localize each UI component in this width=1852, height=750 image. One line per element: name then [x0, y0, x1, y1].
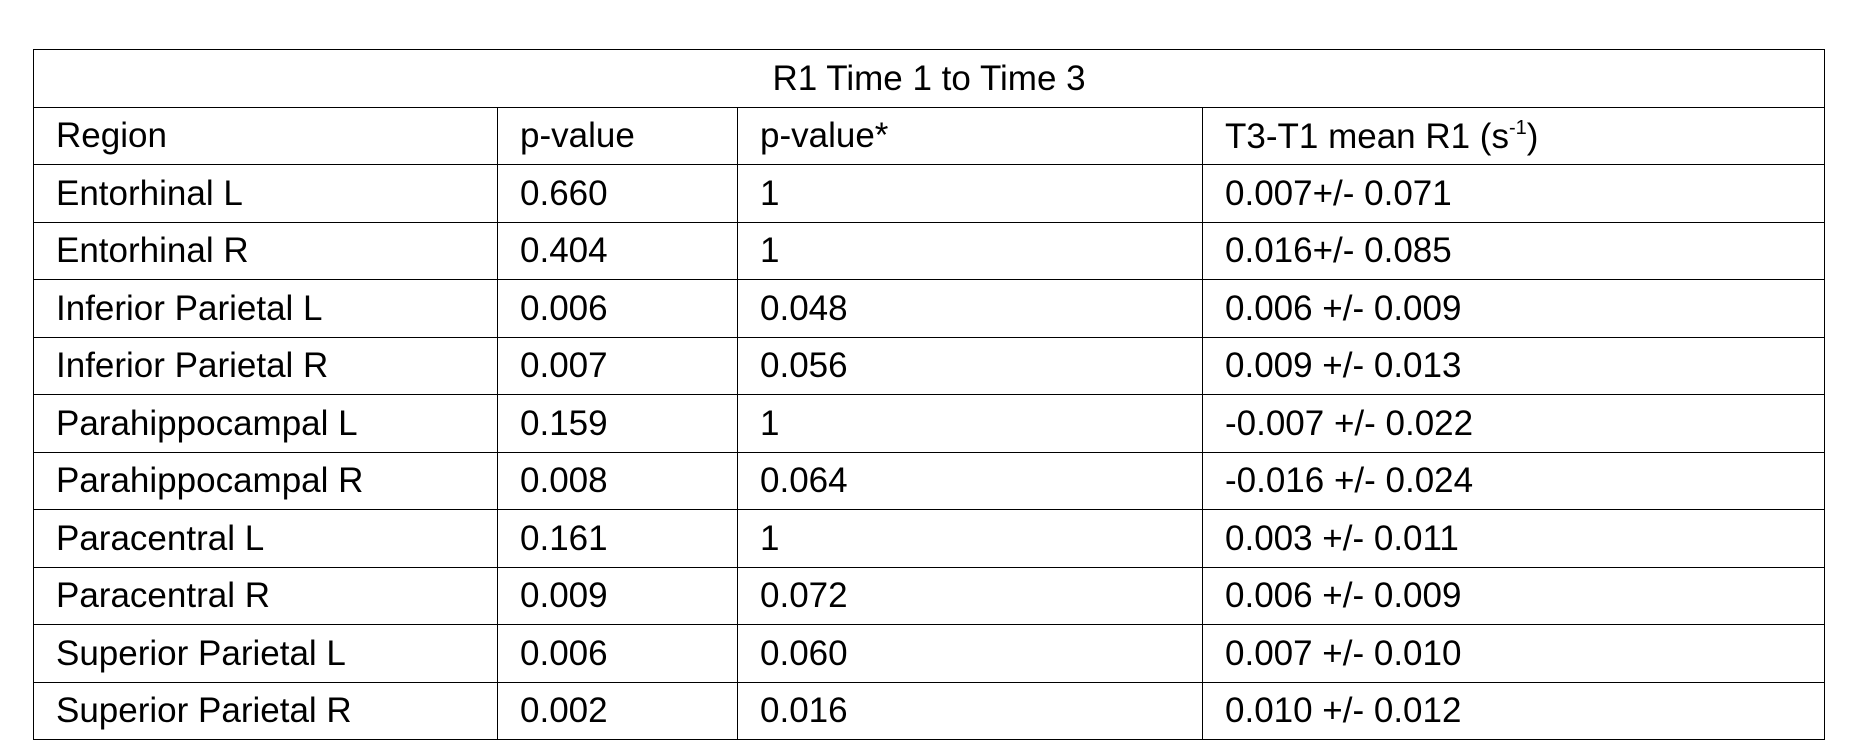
region-cell: Entorhinal R	[33, 221, 498, 280]
value-cell: 1	[737, 509, 1203, 568]
region-cell: Paracentral R	[33, 566, 498, 625]
value-cell: 0.007 +/- 0.010	[1201, 624, 1826, 683]
region-cell: Parahippocampal L	[33, 394, 498, 453]
header-cell: p-value*	[737, 106, 1203, 165]
table-title: R1 Time 1 to Time 3	[32, 49, 1826, 108]
region-cell: Inferior Parietal R	[33, 336, 498, 395]
region-cell: Superior Parietal L	[33, 624, 498, 683]
value-cell: 0.404	[497, 221, 738, 280]
value-cell: 0.003 +/- 0.011	[1201, 509, 1826, 568]
region-cell: Entorhinal L	[33, 164, 498, 223]
value-cell: 0.016+/- 0.085	[1201, 221, 1826, 280]
header-cell: Region	[33, 106, 498, 165]
value-cell: 0.048	[737, 279, 1203, 338]
title-row: R1 Time 1 to Time 3	[32, 49, 1826, 108]
value-cell: 1	[737, 221, 1203, 280]
value-cell: -0.016 +/- 0.024	[1201, 451, 1826, 510]
data-row: Parahippocampal L 0.159 1 -0.007 +/- 0.022	[33, 394, 1826, 453]
value-cell: 0.072	[737, 566, 1203, 625]
value-cell: 0.016	[737, 681, 1203, 740]
region-cell: Superior Parietal R	[33, 681, 498, 740]
value-cell: 0.161	[497, 509, 738, 568]
value-cell: 0.006 +/- 0.009	[1201, 566, 1826, 625]
results-table: R1 Time 1 to Time 3 Region p-value p-value*…	[32, 49, 1826, 740]
value-cell: 0.064	[737, 451, 1203, 510]
data-row: Paracentral L 0.161 1 0.003 +/- 0.011	[33, 509, 1826, 568]
header-text: )	[1526, 116, 1539, 156]
value-cell: 0.006	[497, 624, 738, 683]
region-cell: Parahippocampal R	[33, 451, 498, 510]
header-cell: T3-T1 mean R1 (s-1)	[1201, 106, 1826, 165]
data-row: Inferior Parietal R 0.007 0.056 0.009 +/- 0…	[33, 336, 1826, 395]
header-row: Region p-value p-value* T3-T1 mean R1 (s-1)	[33, 106, 1826, 165]
data-row: Entorhinal L 0.660 1 0.007+/- 0.071	[33, 164, 1826, 223]
value-cell: 0.009 +/- 0.013	[1201, 336, 1826, 395]
table-body: R1 Time 1 to Time 3 Region p-value p-value*…	[32, 49, 1826, 740]
value-cell: 0.007	[497, 336, 738, 395]
header-text: T3-T1 mean R1 (s	[1225, 116, 1509, 156]
data-row: Parahippocampal R 0.008 0.064 -0.016 +/- 0.…	[33, 451, 1826, 510]
value-cell: 1	[737, 394, 1203, 453]
value-cell: 0.010 +/- 0.012	[1201, 681, 1826, 740]
value-cell: 0.060	[737, 624, 1203, 683]
value-cell: 0.007+/- 0.071	[1201, 164, 1826, 223]
region-cell: Inferior Parietal L	[33, 279, 498, 338]
value-cell: 0.006 +/- 0.009	[1201, 279, 1826, 338]
value-cell: 0.002	[497, 681, 738, 740]
value-cell: 0.056	[737, 336, 1203, 395]
value-cell: 1	[737, 164, 1203, 223]
value-cell: -0.007 +/- 0.022	[1201, 394, 1826, 453]
value-cell: 0.660	[497, 164, 738, 223]
value-cell: 0.159	[497, 394, 738, 453]
data-row: Entorhinal R 0.404 1 0.016+/- 0.085	[33, 221, 1826, 280]
header-cell: p-value	[497, 106, 738, 165]
data-row: Superior Parietal R 0.002 0.016 0.010 +/- 0…	[33, 681, 1826, 740]
data-row: Paracentral R 0.009 0.072 0.006 +/- 0.009	[33, 566, 1826, 625]
value-cell: 0.008	[497, 451, 738, 510]
value-cell: 0.009	[497, 566, 738, 625]
data-row: Inferior Parietal L 0.006 0.048 0.006 +/- 0…	[33, 279, 1826, 338]
header-superscript: -1	[1508, 116, 1527, 139]
data-row: Superior Parietal L 0.006 0.060 0.007 +/- 0…	[33, 624, 1826, 683]
region-cell: Paracentral L	[33, 509, 498, 568]
value-cell: 0.006	[497, 279, 738, 338]
